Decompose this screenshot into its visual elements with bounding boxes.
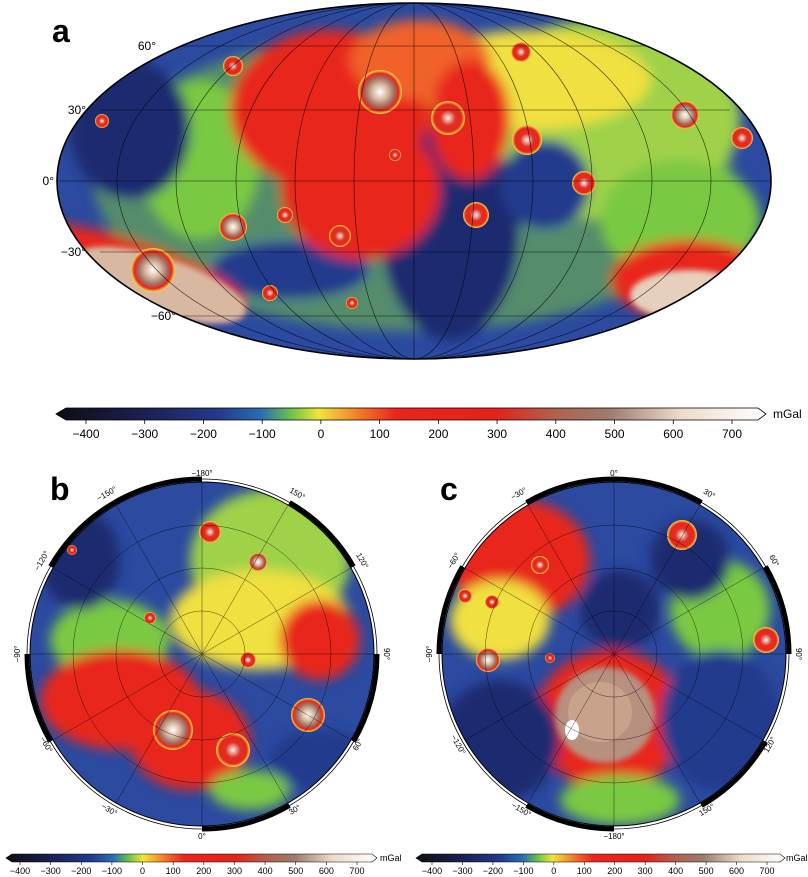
lon-label-m30: −30° <box>100 802 119 818</box>
main-colorbar-tick-label: 100 <box>370 427 390 441</box>
panel-a-lat-labels: 60° 30° 0° −30° −60° <box>43 39 177 323</box>
colorbar-b-tick-label: 200 <box>196 866 211 876</box>
lon-label-p150: 150° <box>697 802 716 818</box>
colorbar-c: mGal −400 −300 −200 −100 0 100 200 300 400 500 600… <box>415 853 808 876</box>
colorbar-c-tick-label: 0 <box>551 866 556 876</box>
main-colorbar-tick-label: 400 <box>546 427 566 441</box>
colorbar-b-tick-label: −100 <box>102 866 122 876</box>
colorbar-c-tick-label: 300 <box>638 866 653 876</box>
colorbar-b-tick-label: 400 <box>258 866 273 876</box>
colorbar-c-tick-label: 700 <box>759 866 774 876</box>
lon-label-top: −180° <box>191 469 212 478</box>
colorbar-c-tick-label: −300 <box>452 866 472 876</box>
colorbar-c-tick-label: 600 <box>729 866 744 876</box>
panel-c-map <box>436 476 792 832</box>
colorbar-b-tick-label: −400 <box>10 866 30 876</box>
lon-label-bottom: −180° <box>603 832 624 841</box>
lat-label-30: 30° <box>68 103 86 117</box>
lon-label-p150: 150° <box>288 486 307 502</box>
colorbar-c-tick-label: −200 <box>483 866 503 876</box>
main-colorbar-tick-label: 600 <box>663 427 683 441</box>
main-colorbar-tick-label: 300 <box>487 427 507 441</box>
panel-b-map <box>24 476 380 832</box>
main-colorbar: mGal −400 −300 −200 −100 0 100 200 300 400 500 600… <box>55 407 802 441</box>
lon-label-right: 90° <box>794 648 803 660</box>
lat-label-60: 60° <box>138 39 156 53</box>
lat-label-0: 0° <box>43 174 55 188</box>
colorbar-b-tick-label: −300 <box>40 866 60 876</box>
main-colorbar-tick-label: −300 <box>131 427 158 441</box>
colorbar-b: mGal −400 −300 −200 −100 0 100 200 300 400 500 600… <box>5 853 402 876</box>
lon-label-m30: −30° <box>509 486 528 502</box>
panel-c-label: c <box>440 471 458 507</box>
colorbar-b-tick-label: 600 <box>319 866 334 876</box>
colorbar-b-tick-label: 700 <box>349 866 364 876</box>
lat-label-m60: −60° <box>151 309 176 323</box>
lon-label-m120: −120° <box>33 549 51 572</box>
lon-label-right: 90° <box>382 648 391 660</box>
colorbar-b-tick-label: 100 <box>166 866 181 876</box>
panel-a-map <box>56 2 772 360</box>
colorbar-c-tick-label: 500 <box>699 866 714 876</box>
colorbar-b-tick-label: 500 <box>288 866 303 876</box>
lon-label-p30: 30° <box>702 487 717 501</box>
colorbar-c-tick-label: −400 <box>422 866 442 876</box>
lon-label-p60: 60° <box>767 553 781 568</box>
lat-label-m30: −30° <box>61 245 86 259</box>
colorbar-b-unit: mGal <box>380 853 402 863</box>
main-colorbar-tick-label: 0 <box>318 427 325 441</box>
colorbar-c-unit: mGal <box>786 853 808 863</box>
main-colorbar-tick-label: 500 <box>605 427 625 441</box>
lon-label-left: −90° <box>425 646 434 663</box>
colorbar-c-tick-label: 100 <box>577 866 592 876</box>
main-colorbar-unit: mGal <box>773 407 802 421</box>
lon-label-bottom: 0° <box>198 832 206 841</box>
panel-a-label: a <box>52 13 70 49</box>
main-colorbar-tick-label: 700 <box>722 427 742 441</box>
colorbar-c-tick-label: −100 <box>513 866 533 876</box>
lon-label-p120: 120° <box>354 551 370 570</box>
lon-label-top: 0° <box>610 469 618 478</box>
main-colorbar-tick-label: −200 <box>190 427 217 441</box>
main-colorbar-tick-label: −400 <box>72 427 99 441</box>
colorbar-b-tick-label: −200 <box>71 866 91 876</box>
colorbar-b-tick-label: 300 <box>227 866 242 876</box>
colorbar-c-tick-label: 400 <box>668 866 683 876</box>
panel-b-label: b <box>50 471 70 507</box>
main-colorbar-tick-label: 200 <box>428 427 448 441</box>
colorbar-b-tick-label: 0 <box>140 866 145 876</box>
colorbar-c-tick-label: 200 <box>607 866 622 876</box>
lon-label-left: −90° <box>13 646 22 663</box>
main-colorbar-tick-label: −100 <box>249 427 276 441</box>
lon-label-p30: 30° <box>287 803 302 817</box>
